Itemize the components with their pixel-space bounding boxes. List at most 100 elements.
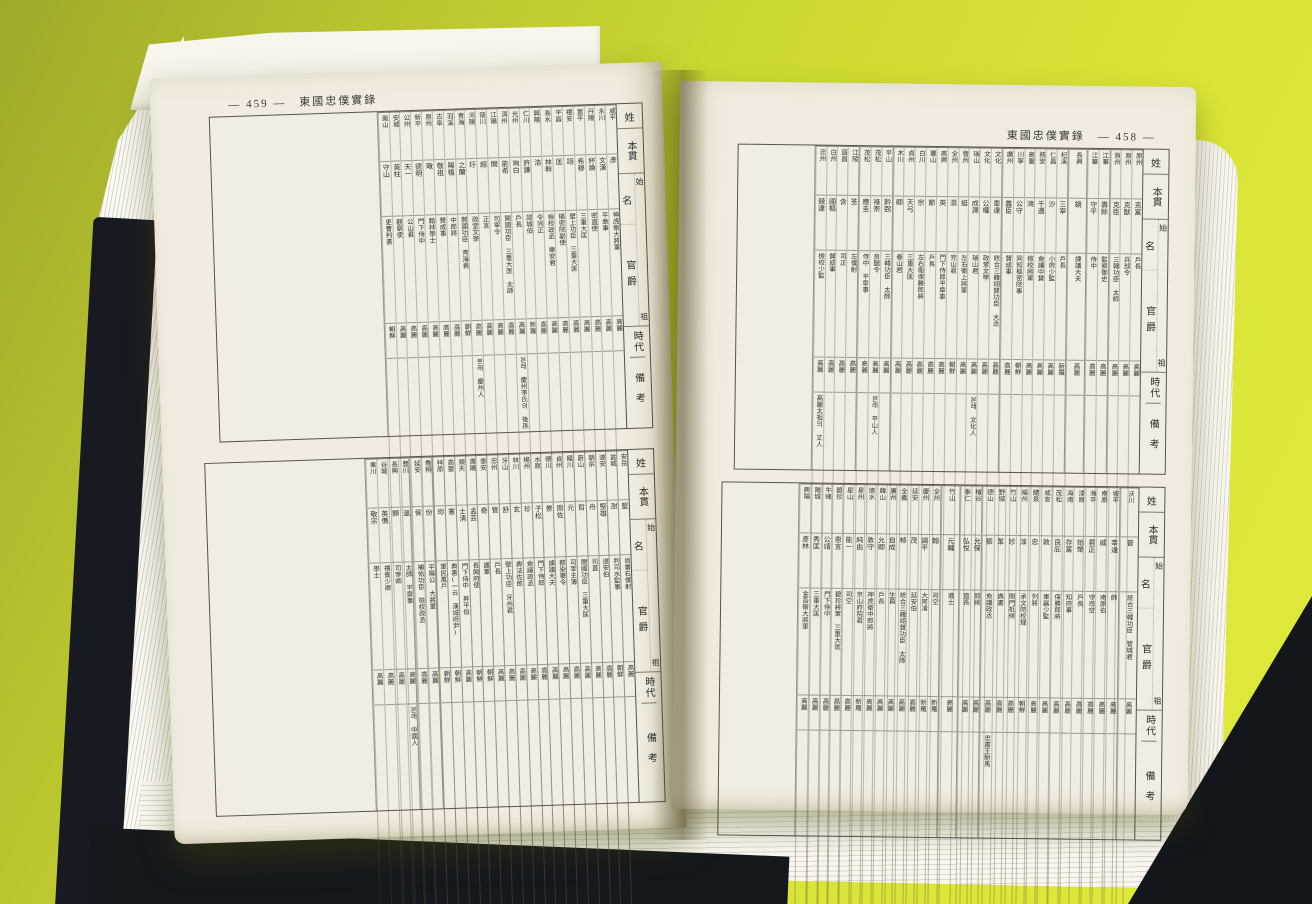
cell-origin-text: 原州 <box>1112 152 1120 166</box>
label-name: 名 <box>618 173 636 226</box>
cell-era-text: 高麗 <box>495 668 504 682</box>
cell-era: 高麗 <box>992 697 1004 733</box>
cell-founder-name-text: 憲 <box>447 507 456 516</box>
cell-founder-name-text: 子松 <box>534 504 543 520</box>
cell-origin-text: 全義 <box>899 487 907 501</box>
surname-group: 尹坡平莘達統合三韓壁上功臣 三重大匡 太師高麗南原威南原伯高麗海平君正守司空高麗… <box>968 485 1120 904</box>
cell-origin-text: 貞州 <box>906 149 914 163</box>
cell-era: 高麗 <box>894 696 906 732</box>
genealogy-table: 李咸平彥神虎衛大將軍高麗永川文漢平章事高麗丹陽杯煥密直使高麗富平希穆三重大匡高麗… <box>208 102 654 904</box>
cell-origin-text: 古阜 <box>434 113 442 127</box>
label-name: 名 <box>630 519 648 571</box>
cell-origin: 漆原 <box>1074 487 1086 537</box>
cell-era-text: 高麗 <box>1098 363 1106 377</box>
cell-origin: 興陽 <box>799 484 811 534</box>
cell-origin: 茂松 <box>1051 487 1063 537</box>
cell-origin: 海南 <box>1062 487 1074 537</box>
cell-founder-name: 壽餘 <box>1098 198 1109 255</box>
cell-era-text: 高麗 <box>452 323 460 337</box>
genealogy-table: 李安岳堅尚書右僕射高麗盆城澍判司水監事朝鮮遂安堅雄遂安伯高麗朝宗舟司直高麗蔚山哲… <box>204 448 666 904</box>
cell-origin-text: 仁川 <box>520 110 529 124</box>
cell-official-rank-text: 進士 <box>945 592 954 606</box>
cell-origin-text: 潭陽 <box>467 458 475 472</box>
surname-groups: 元原州克富戶長高麗原州克猷兵部令高麗原州克臣三韓功臣 太師高麗韋江華壽餘監察御史… <box>735 145 1143 904</box>
cell-origin-text: 遂安 <box>597 453 605 468</box>
cell-origin-text: 仁昌 <box>1048 151 1056 165</box>
cell-founder-name-text: 壽餘 <box>1100 201 1109 216</box>
cell-era-text: 高麗 <box>994 699 1002 713</box>
cell-founder-name-text: 秀匡 <box>812 535 821 550</box>
cell-official-rank-text: 統合三韓翊賛功臣 大丞 <box>991 254 999 327</box>
cell-official-rank-text: 生員 <box>887 591 895 605</box>
row-label-column: 姓本貫名官爵始祖時代備考 <box>1134 487 1165 840</box>
cell-founder-name-text: 莘達 <box>1110 539 1119 554</box>
cell-origin-text: 沃川 <box>1126 490 1134 504</box>
cell-era: 高麗 <box>845 357 857 394</box>
cell-founder-name-text: 英柱 <box>392 163 402 178</box>
cell-founder-name-text: 成澗 <box>971 199 980 214</box>
cell-era-text: 高麗 <box>517 667 526 681</box>
cell-era-text: 高麗 <box>968 361 977 375</box>
label-founder-start: 始 <box>635 177 644 187</box>
cell-era: 高麗 <box>1118 699 1136 735</box>
cell-era: 高麗 <box>797 695 808 731</box>
cell-origin-text: 杞溪 <box>1059 151 1067 165</box>
cell-origin: 沃川 <box>1120 488 1139 538</box>
cell-era-text: 高麗 <box>936 361 944 375</box>
cell-official-rank-text: 完山君 <box>948 254 956 274</box>
cell-official-rank-text: 監察御史 <box>1099 256 1107 283</box>
cell-founder-name-text: 鴻 <box>1026 200 1035 208</box>
cell-origin: 廣州 <box>886 485 897 535</box>
surname-group: 柳文化車達統合三韓翊賛功臣 大丞高麗文化公權政堂文學高麗瑞山成澗瑞山君高麗본래 … <box>879 146 1002 904</box>
cell-founder-name: 黔弼 <box>881 196 892 252</box>
cell-era-text: 高麗 <box>990 361 998 375</box>
cell-era-text: 高麗 <box>870 360 878 374</box>
cell-official-rank-text: 門下侍郎平章事 <box>937 254 945 300</box>
cell-origin-text: 全州 <box>931 487 939 502</box>
cell-founder-name-text: 能一 <box>844 535 853 551</box>
cell-origin-text: 竹山 <box>1008 488 1016 502</box>
cell-origin-text: 豐山 <box>928 149 936 163</box>
cell-founder-name-text: 威 <box>1099 539 1108 547</box>
cell-era-text: 高麗 <box>896 698 904 712</box>
cell-era: 高麗 <box>967 359 978 395</box>
cell-era-text: 高麗 <box>1123 701 1132 715</box>
cell-origin: 星山 <box>843 484 854 535</box>
cell-origin-text: 禮安 <box>564 108 572 122</box>
cell-official-rank-text: 門下侍中 <box>822 590 830 617</box>
cell-era-text: 高麗 <box>419 324 427 338</box>
cell-origin: 坡平 <box>1108 488 1120 538</box>
cell-official-rank-text: 三韓功臣 太師 <box>882 253 890 300</box>
cell-era: 高麗 <box>1000 359 1011 395</box>
cell-founder-name-text: 普 <box>1126 539 1135 547</box>
cell-founder-name-text: 自成 <box>888 536 897 551</box>
cell-founder-name-text: 濕 <box>949 199 958 207</box>
row-label-column: 姓本貫名官爵始祖時代備考 <box>1138 149 1169 474</box>
surname-group: 劉江陵荃左僕射高麗居昌含司正高麗白州國樞賛成事高麗忠州兢達檢校少監高麗高麗太祖의… <box>801 145 859 904</box>
group-entries: 全州翰司空 新羅 慶州 謁平 大阿飡 新羅 延安茂延安伯 高麗 全義棹統合三韓翊賛功臣 太師 高麗… <box>785 484 941 904</box>
cell-origin-text: 興陽 <box>531 109 540 124</box>
cell-founder-name: 千遇 <box>1034 198 1046 254</box>
cell-founder-name: 珍 <box>1005 535 1017 592</box>
cell-official-rank-text: 三重大匡 <box>905 253 913 280</box>
cell-era: 高麗 <box>1003 697 1015 733</box>
cell-origin: 杞溪 <box>1057 149 1068 199</box>
cell-origin: 韓山 <box>875 485 887 535</box>
cell-origin-text: 果川 <box>367 461 376 475</box>
cell-founder-name-text: 奇 <box>480 506 489 514</box>
label-name: 名 <box>1138 557 1154 609</box>
cell-founder-name-text: 澍 <box>609 502 619 510</box>
cell-era: 高麗 <box>923 358 935 394</box>
cell-founder-name-text: 英 <box>938 199 947 207</box>
cell-era: 高麗 <box>969 697 980 733</box>
cell-origin-text: 長水 <box>542 109 550 123</box>
cell-founder-name: 鏡 <box>1068 198 1086 254</box>
label-era: 時代 <box>1141 710 1157 742</box>
cell-founder-name-text: 珎 <box>436 508 445 516</box>
cell-origin-text: 德川 <box>543 455 551 469</box>
cell-origin: 原州 <box>1121 150 1132 200</box>
cell-official-rank-text: 春山君 <box>894 253 902 274</box>
cell-official-rank-text: 檢校將軍 <box>1025 255 1033 282</box>
cell-origin-text: 原州 <box>1123 152 1131 166</box>
cell-founder-name-text: 公守 <box>1015 199 1024 215</box>
